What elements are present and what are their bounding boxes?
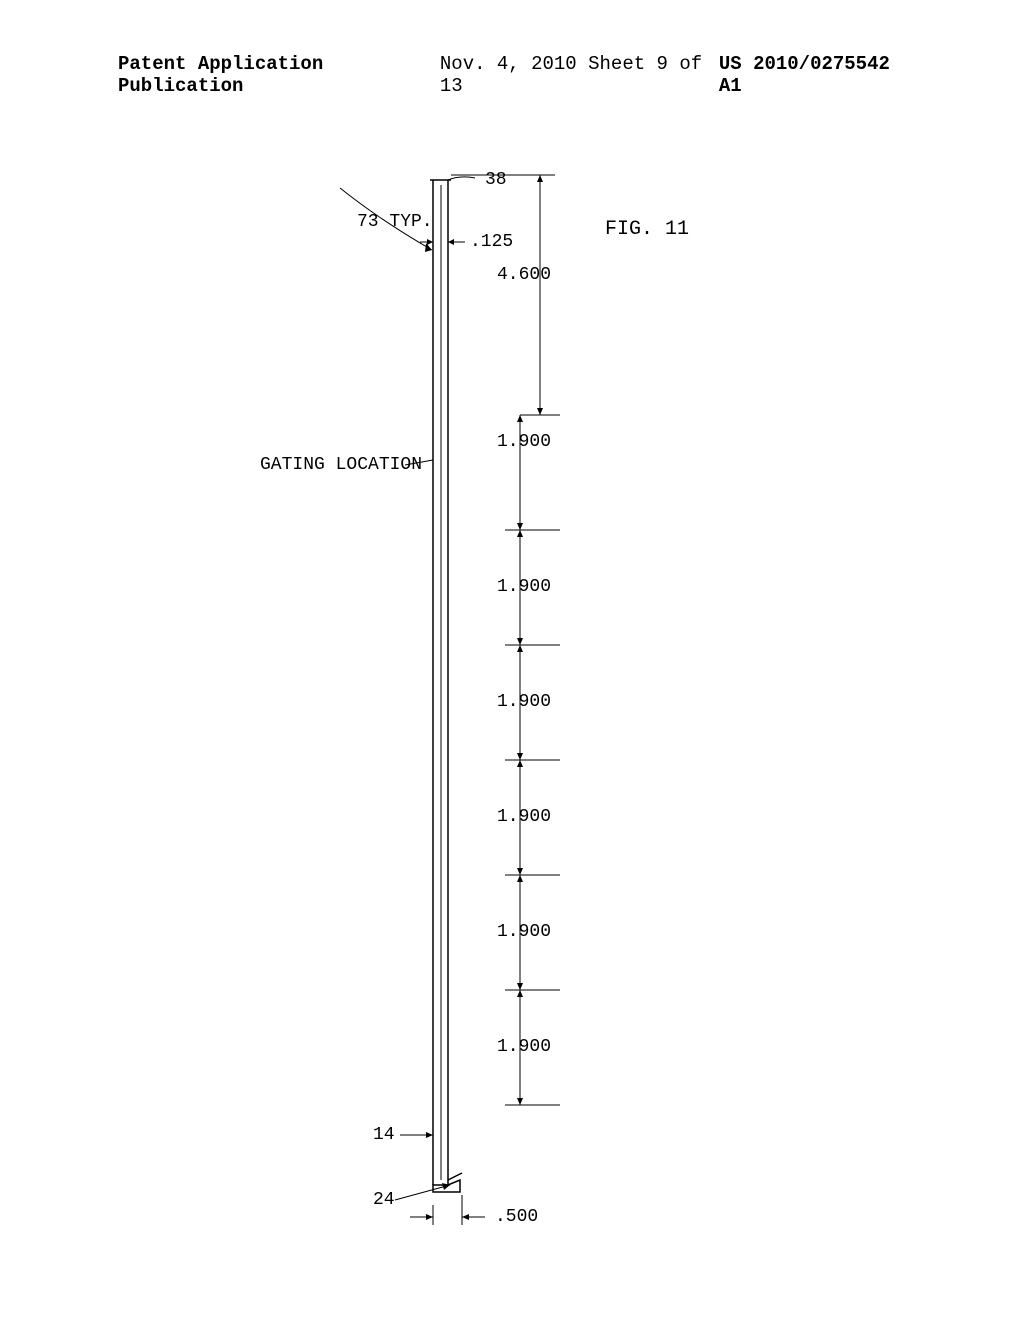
callout-73-typ: 73 TYP. — [357, 212, 433, 232]
callout-24: 24 — [373, 1190, 395, 1210]
header-patent-number: US 2010/0275542 A1 — [719, 53, 912, 97]
dim-1900-3: 1.900 — [497, 692, 551, 712]
callout-14: 14 — [373, 1125, 395, 1145]
dim-500: .500 — [495, 1207, 538, 1227]
header-publication: Patent Application Publication — [118, 53, 440, 97]
dim-1900-6: 1.900 — [497, 1037, 551, 1057]
figure-area: 38 73 TYP. FIG. 11 .125 4.600 GATING LOC… — [0, 130, 1024, 1320]
dim-125: .125 — [470, 232, 513, 252]
dim-1900-2: 1.900 — [497, 577, 551, 597]
page-header: Patent Application Publication Nov. 4, 2… — [0, 53, 1024, 97]
dim-4600: 4.600 — [497, 265, 551, 285]
engineering-drawing — [0, 130, 1024, 1320]
header-date-sheet: Nov. 4, 2010 Sheet 9 of 13 — [440, 53, 719, 97]
dim-1900-5: 1.900 — [497, 922, 551, 942]
callout-38: 38 — [485, 170, 507, 190]
dim-1900-1: 1.900 — [497, 432, 551, 452]
dim-1900-4: 1.900 — [497, 807, 551, 827]
gating-location-label: GATING LOCATION — [260, 455, 422, 475]
figure-label: FIG. 11 — [605, 218, 689, 241]
